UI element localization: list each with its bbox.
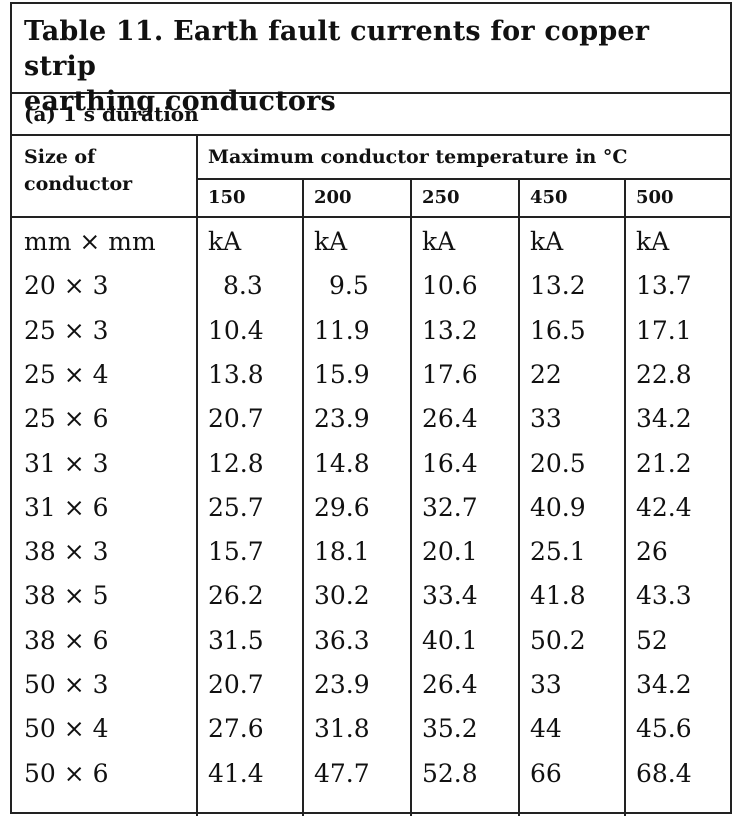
value-cell: 20.5	[530, 448, 586, 478]
column-divider-line	[624, 178, 626, 816]
value-cell: 15.9	[314, 359, 370, 389]
value-cell: 17.1	[636, 315, 692, 345]
value-cell: 16.4	[422, 448, 478, 478]
row-size-cell: 20 × 3	[24, 271, 109, 301]
value-cell: 10.4	[208, 315, 264, 345]
value-cell: 66	[530, 758, 562, 788]
value-cell: 25.1	[530, 537, 586, 567]
value-cell: 13.2	[422, 315, 478, 345]
row-size-cell: 38 × 6	[24, 625, 109, 655]
temperature-header-cell: 250	[422, 187, 460, 208]
row-size-cell: 50 × 3	[24, 670, 109, 699]
unit-cell: kA	[636, 227, 670, 256]
size-column-header: Size of conductor	[12, 136, 196, 216]
value-cell: 10.6	[422, 271, 478, 301]
value-cell: 33.4	[422, 581, 478, 611]
value-cell: 23.9	[314, 404, 370, 434]
value-cell: 22	[530, 359, 562, 389]
value-cell: 14.8	[314, 448, 370, 478]
table-subtitle: (a) 1 s duration	[12, 94, 730, 136]
table-title-line2: earthing conductors	[24, 86, 336, 117]
value-cell: 31.8	[314, 714, 370, 744]
value-cell: 33	[530, 670, 562, 699]
table-frame: Table 11. Earth fault currents for coppe…	[10, 2, 732, 816]
value-cell: 52.8	[422, 758, 478, 788]
value-cell: 20.1	[422, 537, 478, 567]
value-cell: 22.8	[636, 359, 692, 389]
temperature-header-cell: 450	[530, 187, 568, 208]
value-cell: 45.6	[636, 714, 692, 744]
value-cell: 8.3	[223, 271, 263, 301]
row-size-cell: 31 × 6	[24, 492, 109, 522]
value-cell: 50.2	[530, 625, 586, 655]
value-cell: 33	[530, 404, 562, 434]
value-cell: 26.4	[422, 404, 478, 434]
value-cell: 20.7	[208, 670, 264, 699]
size-header-line2: conductor	[24, 173, 133, 195]
header-divider-line	[196, 178, 732, 180]
row-size-cell: 31 × 3	[24, 448, 109, 478]
table-title-line1: Table 11. Earth fault currents for coppe…	[24, 16, 650, 82]
row-size-cell: 50 × 6	[24, 758, 109, 788]
value-cell: 15.7	[208, 537, 264, 567]
unit-cell: kA	[208, 227, 242, 256]
value-cell: 52	[636, 625, 668, 655]
unit-cell: kA	[422, 227, 456, 256]
value-cell: 40.1	[422, 625, 478, 655]
temperature-header-cell: 150	[208, 187, 246, 208]
column-divider-line	[518, 178, 520, 816]
unit-cell: kA	[530, 227, 564, 256]
value-cell: 41.8	[530, 581, 586, 611]
column-divider-line	[410, 178, 412, 816]
value-cell: 32.7	[422, 492, 478, 522]
row-size-cell: 38 × 3	[24, 537, 109, 567]
size-header-line1: Size of	[24, 146, 96, 168]
temperature-header-cell: 500	[636, 187, 674, 208]
table-title: Table 11. Earth fault currents for coppe…	[12, 4, 730, 117]
value-cell: 43.3	[636, 581, 692, 611]
value-cell: 13.7	[636, 271, 692, 301]
value-cell: 68.4	[636, 758, 692, 788]
value-cell: 13.8	[208, 359, 264, 389]
value-cell: 34.2	[636, 404, 692, 434]
row-size-cell: 25 × 3	[24, 315, 109, 345]
column-divider-line	[302, 178, 304, 816]
value-cell: 30.2	[314, 581, 370, 611]
value-cell: 9.5	[329, 271, 369, 301]
value-cell: 18.1	[314, 537, 370, 567]
value-cell: 13.2	[530, 271, 586, 301]
value-cell: 29.6	[314, 492, 370, 522]
value-cell: 21.2	[636, 448, 692, 478]
value-cell: 17.6	[422, 359, 478, 389]
temperature-group-header: Maximum conductor temperature in °C	[208, 146, 628, 168]
value-cell: 35.2	[422, 714, 478, 744]
value-cell: 47.7	[314, 758, 370, 788]
value-cell: 25.7	[208, 492, 264, 522]
value-cell: 26.4	[422, 670, 478, 699]
value-cell: 12.8	[208, 448, 264, 478]
unit-size-cell: mm × mm	[24, 227, 156, 256]
value-cell: 31.5	[208, 625, 264, 655]
row-size-cell: 25 × 6	[24, 404, 109, 434]
value-cell: 26.2	[208, 581, 264, 611]
column-divider-line	[196, 136, 198, 816]
unit-cell: kA	[314, 227, 348, 256]
temperature-header-cell: 200	[314, 187, 352, 208]
value-cell: 27.6	[208, 714, 264, 744]
row-size-cell: 50 × 4	[24, 714, 109, 744]
value-cell: 20.7	[208, 404, 264, 434]
value-cell: 23.9	[314, 670, 370, 699]
value-cell: 44	[530, 714, 562, 744]
header-bottom-line	[12, 216, 732, 218]
value-cell: 11.9	[314, 315, 370, 345]
value-cell: 41.4	[208, 758, 264, 788]
value-cell: 36.3	[314, 625, 370, 655]
value-cell: 16.5	[530, 315, 586, 345]
value-cell: 34.2	[636, 670, 692, 699]
value-cell: 40.9	[530, 492, 586, 522]
value-cell: 26	[636, 537, 668, 567]
row-size-cell: 38 × 5	[24, 581, 109, 611]
row-size-cell: 25 × 4	[24, 359, 109, 389]
value-cell: 42.4	[636, 492, 692, 522]
